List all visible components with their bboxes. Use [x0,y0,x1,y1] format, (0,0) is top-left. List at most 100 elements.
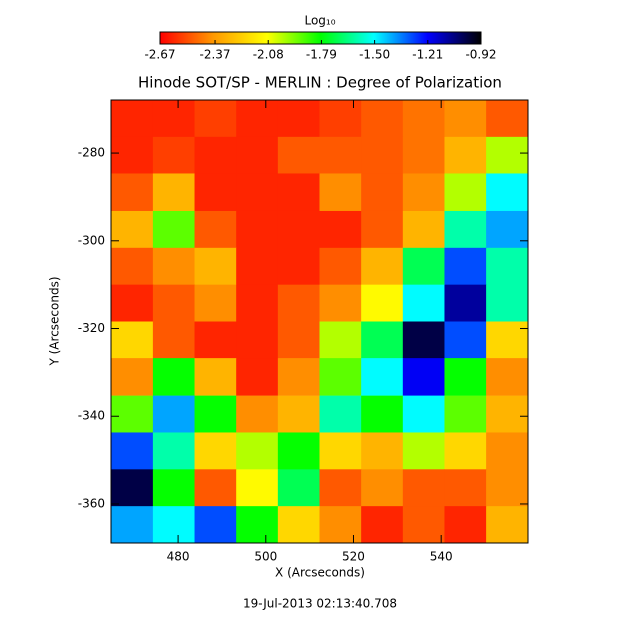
heatmap-cell [444,173,487,212]
heatmap-cell [361,506,404,543]
heatmap-cell [111,210,154,249]
heatmap-cell [111,136,154,175]
heatmap-cell [486,395,528,433]
heatmap-cell [444,100,487,138]
heatmap-cell [277,210,320,249]
heatmap-cell [277,247,320,286]
heatmap-cell [444,432,487,470]
colorbar-tick-label: -0.92 [465,48,496,62]
heatmap-cell [277,432,320,470]
y-tick-label: -340 [78,409,105,423]
chart-title: Hinode SOT/SP - MERLIN : Degree of Polar… [138,74,502,92]
heatmap-cell [236,100,279,138]
heatmap-cell [194,247,237,286]
heatmap-cell [402,210,445,249]
heatmap-cell [236,284,279,322]
heatmap-cell [111,358,154,396]
heatmap-cell [277,136,320,175]
heatmap-cell [361,210,404,249]
heatmap-cell [194,284,237,322]
heatmap-cell [152,321,196,359]
colorbar-tick-label: -1.21 [412,48,443,62]
colorbar [159,31,482,45]
heatmap-cell [486,321,528,359]
heatmap-cell [277,358,320,396]
heatmap-cell [152,506,196,543]
heatmap-cell [111,100,154,138]
heatmap-cell [111,469,154,507]
heatmap-cell [402,432,445,470]
heatmap-cell [486,469,528,507]
x-tick-label: 520 [342,550,365,564]
heatmap-cell [486,100,528,138]
heatmap-cell [361,395,404,433]
heatmap-cell [236,321,279,359]
colorbar-tick-label: -2.67 [144,48,175,62]
heatmap-cell [361,100,404,138]
heatmap-cell [319,284,362,322]
x-tick-label: 540 [430,550,453,564]
heatmap-cell [444,284,487,322]
x-tick-label: 480 [167,550,190,564]
heatmap-cell [361,136,404,175]
y-axis-label: Y (Arcseconds) [48,276,62,366]
heatmap-cell [152,210,196,249]
heatmap-cell [236,136,279,175]
heatmap-cell [277,395,320,433]
heatmap-cell [319,247,362,286]
heatmap-cell [402,136,445,175]
heatmap-cell [152,173,196,212]
heatmap-cell [402,395,445,433]
y-tick-label: -360 [78,496,105,510]
heatmap-cell [111,284,154,322]
heatmap-cell [277,100,320,138]
heatmap-cell [486,136,528,175]
heatmap-cell [361,247,404,286]
heatmap-cell [486,173,528,212]
heatmap-cell [402,358,445,396]
footer-date: 19-Jul-2013 02:13:40.708 [243,597,397,611]
colorbar-tick-label: -2.37 [199,48,230,62]
heatmap-cell [402,247,445,286]
heatmap-cell [486,284,528,322]
heatmap-cell [277,173,320,212]
colorbar-tick-label: -1.79 [306,48,337,62]
heatmap-cell [152,358,196,396]
heatmap-cell [111,432,154,470]
heatmap-cell [319,395,362,433]
heatmap-cell [277,321,320,359]
heatmap-cell [361,432,404,470]
heatmap-cell [486,432,528,470]
heatmap-cell [194,136,237,175]
y-tick-label: -300 [78,233,105,247]
heatmap-cell [152,469,196,507]
heatmap-cell [152,100,196,138]
y-tick-label: -320 [78,321,105,335]
plot-area [111,100,528,543]
heatmap-cell [111,506,154,543]
x-tick-label: 500 [254,550,277,564]
heatmap-cell [402,469,445,507]
heatmap-cell [319,469,362,507]
heatmap-cell [319,506,362,543]
heatmap-cell [486,506,528,543]
heatmap-cell [319,173,362,212]
heatmap-cell [236,210,279,249]
heatmap-cell [402,100,445,138]
heatmap-cell [236,469,279,507]
heatmap-cell [111,395,154,433]
heatmap-cell [152,284,196,322]
heatmap-cell [402,506,445,543]
heatmap-cell [236,506,279,543]
heatmap-cell [486,210,528,249]
heatmap-cell [111,247,154,286]
heatmap-cell [194,358,237,396]
heatmap-cell [361,321,404,359]
colorbar-tick-label: -1.50 [359,48,390,62]
heatmap-cell [194,469,237,507]
y-tick-label: -280 [78,146,105,160]
heatmap-cell [444,395,487,433]
heatmap-cell [361,358,404,396]
heatmap-cell [361,173,404,212]
